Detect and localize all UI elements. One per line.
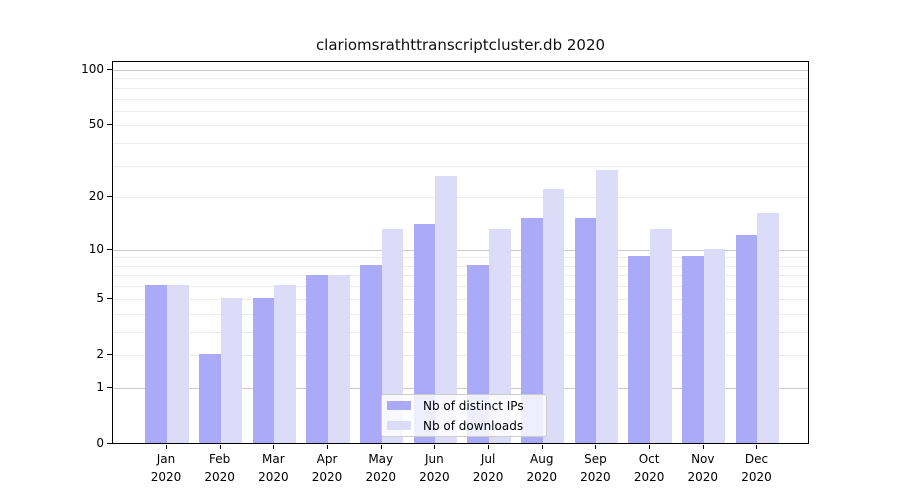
x-tick-aug (541, 445, 543, 449)
x-tick-label-sep: Sep 2020 (580, 452, 611, 484)
x-tick-jan (166, 445, 167, 449)
plot-area: Nb of distinct IPs Nb of downloads (112, 61, 809, 444)
bar-downloads-jan (167, 285, 189, 443)
legend-item-distinct-ips: Nb of distinct IPs (387, 397, 546, 415)
x-tick-dec (756, 445, 758, 449)
x-tick-oct (649, 445, 651, 449)
x-tick-label-jul: Jul 2020 (472, 452, 504, 484)
bar-downloads-apr (328, 274, 350, 443)
bar-downloads-jun (435, 175, 458, 443)
y-tick-label-50: 50 (88, 117, 104, 132)
gridline-5 (113, 298, 808, 300)
x-tick-nov (702, 445, 704, 449)
legend-swatch-downloads-icon (387, 421, 411, 430)
legend-swatch-distinct-ips-icon (387, 401, 411, 410)
gridline-2 (113, 354, 808, 356)
bar-downloads-mar (274, 285, 297, 443)
gridline-70 (113, 98, 808, 100)
y-tick-label-1: 1 (96, 379, 104, 394)
bar-downloads-sep (596, 170, 619, 443)
bar-distinct-ips-jan (145, 285, 167, 443)
y-tick-50 (107, 124, 112, 126)
y-tick-20 (107, 196, 112, 198)
y-tick-100 (107, 68, 112, 70)
bar-distinct-ips-dec (735, 235, 758, 443)
gridline-3 (113, 331, 808, 333)
bar-distinct-ips-may (360, 264, 382, 443)
y-tick-label-100: 100 (81, 61, 104, 76)
y-tick-2 (107, 353, 112, 355)
x-tick-jun (434, 445, 436, 449)
x-tick-may (380, 445, 382, 449)
y-tick-label-0: 0 (96, 436, 104, 450)
x-tick-label-jun: Jun 2020 (419, 452, 450, 484)
legend-label-downloads: Nb of downloads (423, 418, 524, 433)
chart-title: clariomsrathttranscriptcluster.db 2020 (315, 36, 606, 54)
y-tick-1 (107, 386, 112, 388)
y-tick-label-2: 2 (96, 346, 104, 361)
x-tick-label-oct: Oct 2020 (633, 452, 665, 484)
y-tick-10 (107, 248, 112, 250)
gridline-6 (113, 286, 808, 288)
x-tick-mar (273, 445, 275, 449)
gridline-4 (113, 313, 808, 315)
bar-distinct-ips-apr (306, 274, 329, 443)
y-tick-label-10: 10 (88, 241, 104, 256)
bar-distinct-ips-nov (682, 256, 704, 443)
y-tick-5 (107, 297, 112, 299)
gridline-10 (113, 249, 808, 251)
legend-item-downloads: Nb of downloads (387, 417, 546, 435)
bar-distinct-ips-aug (521, 218, 543, 443)
x-tick-label-may: May 2020 (365, 452, 396, 484)
gridline-1 (113, 387, 808, 389)
bar-downloads-oct (650, 229, 672, 443)
bar-distinct-ips-mar (252, 297, 275, 443)
bar-downloads-dec (757, 213, 780, 443)
x-tick-label-mar: Mar 2020 (258, 452, 289, 484)
gridline-60 (113, 110, 808, 112)
gridline-50 (113, 125, 808, 127)
gridline-40 (113, 143, 808, 145)
gridline-100 (113, 69, 808, 71)
gridline-80 (113, 87, 808, 89)
bar-downloads-may (381, 229, 404, 443)
bar-distinct-ips-oct (628, 256, 651, 443)
x-tick-sep (595, 445, 597, 449)
y-tick-0 (107, 443, 112, 444)
x-tick-feb (219, 445, 221, 449)
x-tick-label-dec: Dec 2020 (741, 452, 772, 484)
x-tick-label-nov: Nov 2020 (687, 452, 719, 484)
bar-downloads-jul (489, 229, 511, 443)
bar-downloads-feb (220, 297, 243, 443)
legend-label-distinct-ips: Nb of distinct IPs (423, 398, 524, 413)
bar-distinct-ips-feb (198, 354, 221, 443)
bar-downloads-nov (703, 248, 726, 443)
bar-distinct-ips-jun (413, 223, 436, 443)
x-tick-jul (488, 445, 490, 449)
gridline-7 (113, 275, 808, 277)
x-tick-label-jan: Jan 2020 (150, 452, 182, 484)
x-tick-apr (327, 445, 329, 449)
gridline-8 (113, 265, 808, 267)
y-tick-label-5: 5 (96, 290, 104, 305)
y-tick-label-20: 20 (88, 189, 104, 204)
gridline-9 (113, 257, 808, 259)
x-tick-label-feb: Feb 2020 (204, 452, 235, 484)
x-tick-label-aug: Aug 2020 (526, 452, 558, 484)
gridline-90 (113, 78, 808, 80)
bar-distinct-ips-sep (574, 218, 597, 443)
bar-downloads-aug (542, 188, 565, 443)
legend: Nb of distinct IPs Nb of downloads (381, 394, 547, 437)
x-tick-label-apr: Apr 2020 (311, 452, 343, 484)
gridline-20 (113, 197, 808, 199)
gridline-30 (113, 165, 808, 167)
